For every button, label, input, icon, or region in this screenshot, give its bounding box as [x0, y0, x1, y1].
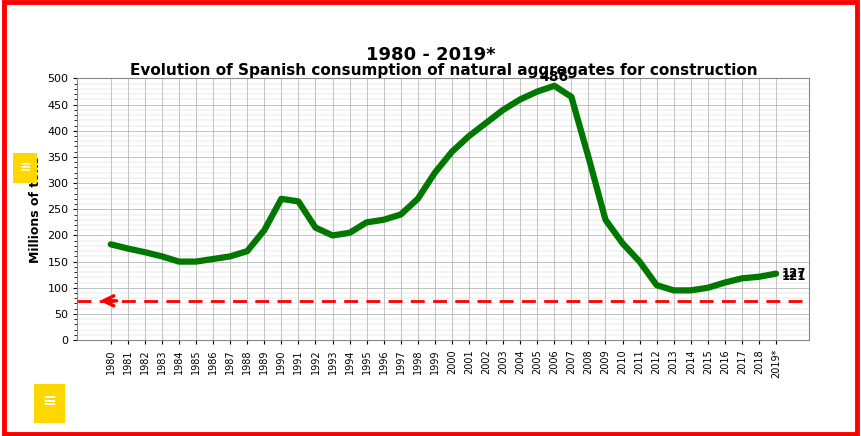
Title: Evolution of Spanish consumption of natural aggregates for construction: Evolution of Spanish consumption of natu… [130, 64, 757, 78]
Y-axis label: Millions of tons: Millions of tons [28, 156, 42, 263]
Text: ≡: ≡ [42, 392, 57, 410]
Text: 1980 - 2019*: 1980 - 2019* [366, 46, 495, 64]
Text: 121: 121 [782, 270, 807, 283]
Text: 486: 486 [540, 70, 569, 84]
Text: 127: 127 [782, 267, 807, 280]
Text: ≡: ≡ [19, 159, 31, 174]
